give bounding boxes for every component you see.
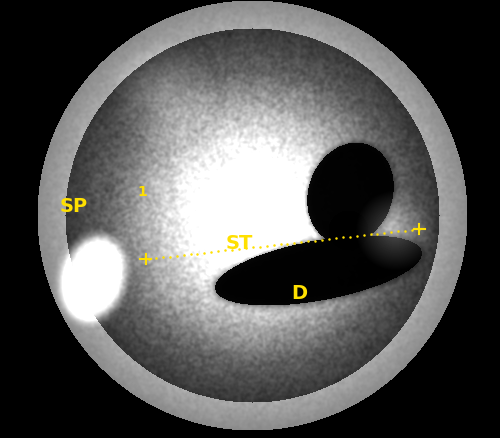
Text: ST: ST (226, 233, 252, 253)
Text: D: D (291, 284, 307, 303)
Text: SP: SP (60, 197, 88, 216)
Text: 1: 1 (138, 185, 147, 199)
